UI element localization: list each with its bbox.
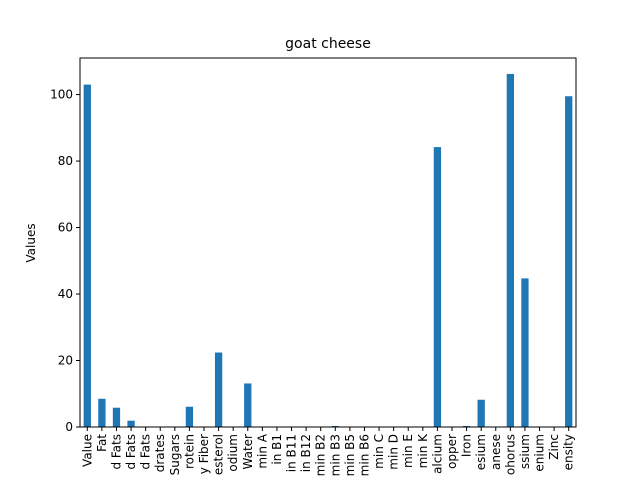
x-tick-label: odium xyxy=(226,434,240,472)
bar-29 xyxy=(506,73,514,427)
y-ticks-group: 0 20 40 60 80 100 xyxy=(50,88,80,434)
y-tick-label: 80 xyxy=(58,154,73,168)
x-tick-label: min K xyxy=(416,433,430,468)
x-tick-label: min B5 xyxy=(343,434,357,476)
bars-group xyxy=(83,73,573,427)
x-tick-label: min D xyxy=(387,434,401,470)
bar-33 xyxy=(565,96,573,427)
bar-30 xyxy=(521,278,529,427)
x-tick-label: Water xyxy=(241,434,255,470)
x-tick-label: ensity xyxy=(562,434,576,470)
x-ticks-group: Value Fat d Fats d Fats d Fats drates Sugars ro… xyxy=(80,427,576,476)
bar-24 xyxy=(433,147,442,427)
x-tick-label: min B3 xyxy=(328,434,342,476)
x-tick-label: Iron xyxy=(460,434,474,457)
x-tick-label: esium xyxy=(474,434,488,470)
x-tick-label: opper xyxy=(445,434,459,469)
bar-9 xyxy=(214,352,223,427)
y-tick-label: 100 xyxy=(50,88,73,102)
x-tick-label: ssium xyxy=(518,434,532,469)
x-tick-label: Fat xyxy=(95,434,109,452)
x-tick-label: d Fats xyxy=(139,434,153,470)
x-tick-label: anese xyxy=(489,434,503,470)
bar-0 xyxy=(83,84,91,427)
x-tick-label: in B12 xyxy=(299,434,313,472)
bar-11 xyxy=(244,383,252,427)
x-tick-label: d Fats xyxy=(124,434,138,470)
y-tick-label: 0 xyxy=(65,420,73,434)
bar-1 xyxy=(98,398,106,427)
x-tick-label: in B11 xyxy=(285,434,299,472)
y-tick-label: 40 xyxy=(58,287,73,301)
x-tick-label: Value xyxy=(80,434,94,467)
bar-7 xyxy=(185,406,194,427)
x-tick-label: min B2 xyxy=(314,434,328,476)
chart-title: goat cheese xyxy=(285,36,371,52)
bar-3 xyxy=(127,420,135,427)
x-tick-label: min C xyxy=(372,434,386,469)
y-tick-label: 60 xyxy=(58,221,73,235)
x-tick-label: alcium xyxy=(430,434,444,474)
x-tick-label: d Fats xyxy=(109,434,123,470)
plot-frame xyxy=(79,57,577,428)
y-tick-label: 20 xyxy=(58,354,73,368)
x-tick-label: Zinc xyxy=(547,434,561,460)
bar-2 xyxy=(112,407,121,427)
x-tick-label: esterol xyxy=(212,434,226,475)
x-tick-label: rotein xyxy=(182,434,196,469)
x-tick-label: ohorus xyxy=(503,434,517,475)
x-tick-label: in B1 xyxy=(270,434,284,465)
x-tick-label: y Fiber xyxy=(197,434,211,474)
x-tick-label: min A xyxy=(255,433,269,468)
x-tick-label: min E xyxy=(401,434,415,468)
x-tick-label: enium xyxy=(533,434,547,472)
x-tick-label: min B6 xyxy=(357,434,371,476)
y-axis-label: Values xyxy=(24,223,38,262)
bar-27 xyxy=(477,399,485,427)
x-tick-label: drates xyxy=(153,434,167,472)
x-tick-label: Sugars xyxy=(168,434,182,475)
